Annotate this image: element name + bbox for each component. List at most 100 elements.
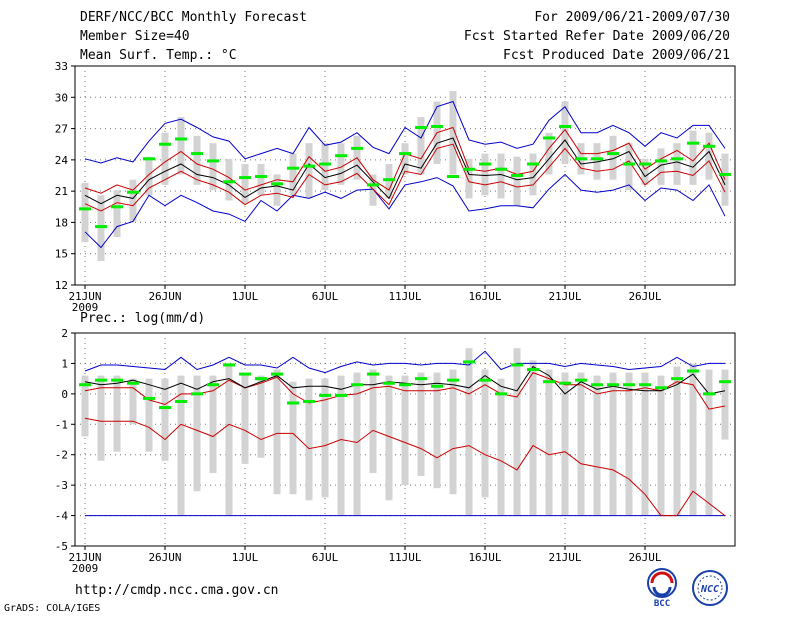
temp-y-tick-label: 12 [55, 279, 68, 292]
prec-mean-marker [143, 396, 155, 400]
temp-mean-marker [383, 178, 395, 182]
prec-y-tick-label: -1 [55, 418, 68, 431]
prec-spread-box [97, 375, 105, 461]
temp-spread-box [161, 132, 169, 185]
prec-spread-box [433, 372, 441, 489]
temp-spread-box [641, 158, 649, 185]
prec-y-tick-label: 0 [61, 388, 68, 401]
bcc-logo-text: BCC [654, 599, 670, 607]
temp-y-tick-label: 30 [55, 91, 68, 104]
prec-y-tick-label: -5 [55, 540, 68, 553]
prec-mean-marker [591, 383, 603, 387]
prec-spread-box [577, 372, 585, 516]
temp-spread-box [561, 101, 569, 165]
prec-spread-box [225, 366, 233, 516]
prec-x-tick-label: 26JUN [148, 551, 181, 564]
prec-mean-marker [447, 378, 459, 382]
temp-x-tick-label: 1JUL [232, 290, 259, 303]
temp-mean-marker [79, 207, 91, 211]
prec-spread-box [481, 369, 489, 498]
forecast-started: Fcst Started Refer Date 2009/06/20 [463, 29, 730, 44]
prec-x-tick-label: 1JUL [232, 551, 259, 564]
forecast-period: For 2009/06/21-2009/07/30 [534, 10, 730, 25]
temp-spread-box [97, 195, 105, 262]
temp-spread-box [417, 117, 425, 175]
chart-title: DERF/NCC/BCC Monthly Forecast [80, 10, 307, 25]
prec-mean-marker [431, 384, 443, 388]
prec-spread-box [241, 372, 249, 464]
prec-mean-marker [639, 383, 651, 387]
prec-mean-marker [95, 378, 107, 382]
prec-mean-marker [415, 377, 427, 381]
prec-spread-box [337, 375, 345, 516]
prec-spread-box [129, 378, 137, 425]
prec-spread-box [545, 369, 553, 516]
prec-mean-marker [127, 381, 139, 385]
prec-mean-marker [335, 393, 347, 397]
prec-spread-box [657, 375, 665, 516]
temp-mean-marker [671, 157, 683, 161]
temp-y-tick-label: 21 [55, 185, 68, 198]
temp-mean-marker [207, 159, 219, 163]
prec-median-line [84, 365, 726, 395]
temp-mean-marker [319, 162, 331, 166]
prec-spread-box [273, 369, 281, 495]
temp-mean-marker [127, 190, 139, 194]
prec-mean-marker [207, 383, 219, 387]
temp-spread-box [609, 135, 617, 180]
temp-mean-marker [463, 167, 475, 171]
temp-mean-marker [511, 174, 523, 177]
footer-url[interactable]: http://cmdp.ncc.cma.gov.cn [75, 583, 279, 598]
prec-y-tick-label: -3 [55, 479, 68, 492]
temp-x-tick-label: 16JUL [468, 290, 501, 303]
temp-mean-marker [95, 225, 107, 229]
temp-spread-box [513, 156, 521, 206]
temp-spread-box [465, 158, 473, 199]
temp-spread-box [657, 148, 665, 185]
prec-x-tick-label: 6JUL [312, 551, 339, 564]
temp-mean-marker [415, 126, 427, 130]
temp-mean-marker [527, 162, 539, 166]
prec-mean-marker [719, 380, 731, 384]
temp-spread-box [257, 164, 265, 196]
prec-mean-marker [239, 372, 251, 376]
temp-y-tick-label: 15 [55, 248, 68, 261]
prec-spread-box [417, 372, 425, 477]
temp-x-tick-label: 26JUL [628, 290, 661, 303]
temp-spread-box [225, 158, 233, 201]
temp-median-line [84, 137, 726, 205]
temp-x-tick-label: 21JUL [548, 290, 581, 303]
prec-mean-marker [319, 393, 331, 397]
prec-mean-marker [79, 383, 91, 387]
temp-mean-marker [271, 182, 283, 186]
prec-spread-box [193, 375, 201, 492]
temp-mean-marker [719, 172, 731, 176]
prec-mean-marker [575, 378, 587, 382]
temp-y-tick-label: 27 [55, 123, 68, 136]
prec-mean-marker [191, 392, 203, 396]
prec-x-tick-label: 21JUL [548, 551, 581, 564]
temp-mean-marker [255, 175, 267, 179]
prec-spread-box [113, 375, 121, 452]
temp-mean-marker [143, 157, 155, 161]
prec-mean-marker [399, 383, 411, 387]
forecast-produced: Fcst Produced Date 2009/06/21 [503, 48, 730, 63]
temp-mean-marker [607, 152, 619, 156]
prec-mean-marker [463, 360, 475, 364]
temp-x-tick-label: 6JUL [312, 290, 339, 303]
temp-mean-marker [111, 205, 123, 209]
prec-spread-box [529, 360, 537, 516]
prec-spread-box [641, 372, 649, 516]
temp-spread-box [625, 143, 633, 191]
prec-mean-marker [559, 381, 571, 385]
temp-spread-box [449, 91, 457, 175]
prec-mean-marker [287, 401, 299, 405]
prec-spread-box [161, 378, 169, 461]
temp-spread-box [689, 130, 697, 185]
temp-y-tick-label: 24 [55, 154, 69, 167]
temp-mean-marker [655, 159, 667, 163]
prec-spread-box [593, 375, 601, 516]
prec-spread-box [465, 348, 473, 516]
temp-x-tick-label: 26JUN [148, 290, 181, 303]
